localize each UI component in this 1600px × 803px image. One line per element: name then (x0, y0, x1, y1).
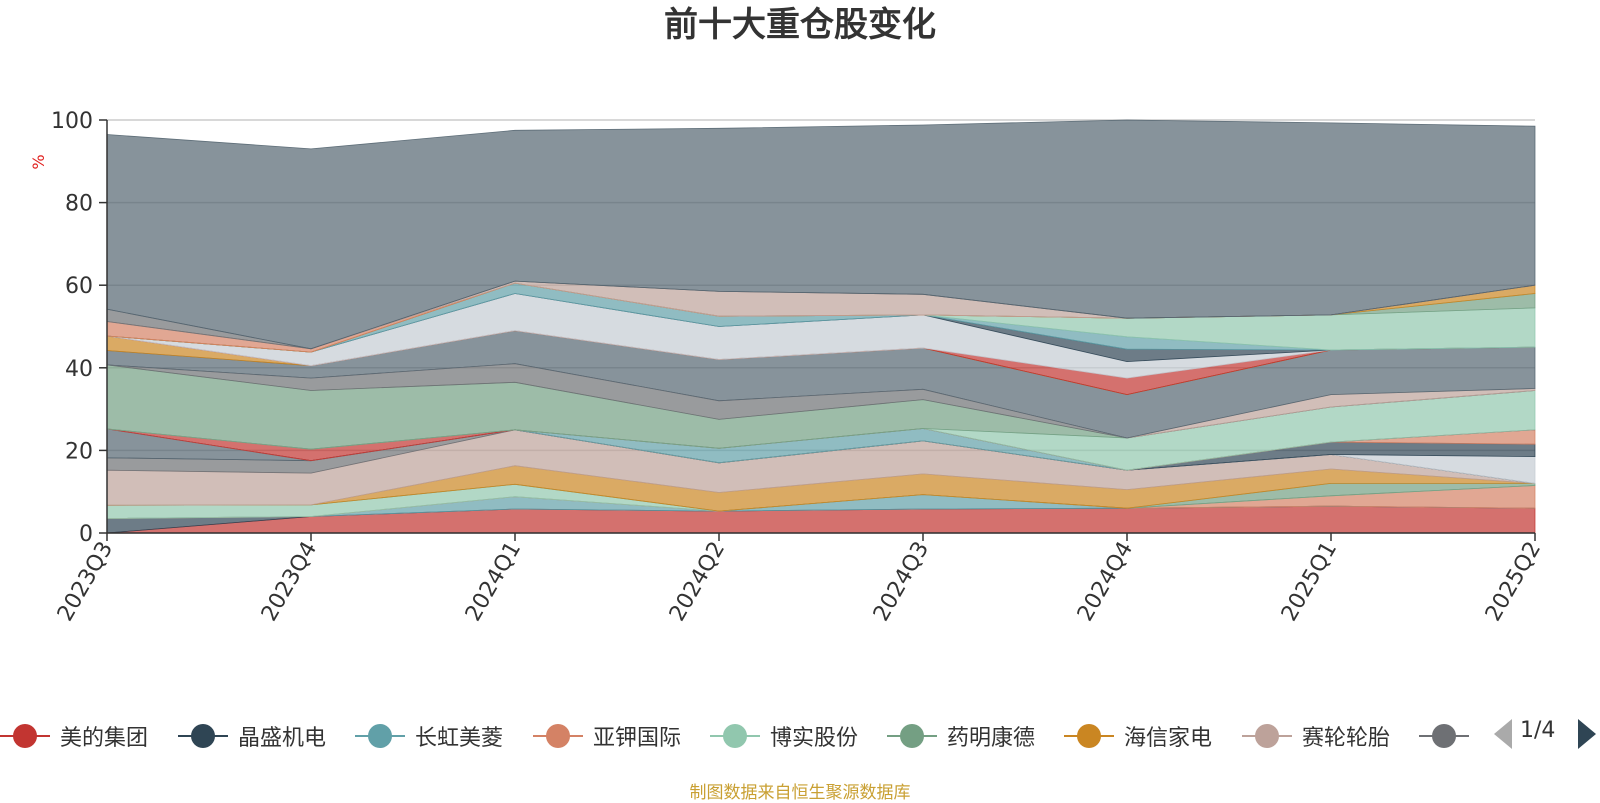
legend-prev-page-icon[interactable] (1494, 719, 1512, 749)
legend-marker-icon (710, 721, 760, 751)
x-tick-label: 2024Q1 (461, 538, 526, 626)
legend-marker-icon (0, 721, 50, 751)
y-tick-label: 40 (65, 357, 93, 382)
legend-label: 药明康德 (947, 726, 1036, 751)
y-tick-label: 0 (79, 522, 93, 547)
legend-page-info: 1/4 (1520, 718, 1556, 743)
y-tick-label: 100 (51, 109, 93, 134)
legend-marker-icon (355, 721, 405, 751)
legend-marker-icon (1064, 721, 1114, 751)
legend-items: 美的集团 晶盛机电 长虹美菱 亚钾国际 博实股份 药明康德 海信家电 赛轮轮胎 (0, 714, 1475, 758)
legend-item[interactable]: 赛轮轮胎 (1242, 714, 1390, 758)
x-tick-label: 2024Q2 (665, 538, 730, 626)
x-tick-label: 2024Q3 (869, 538, 934, 626)
legend-item[interactable]: 亚钾国际 (533, 714, 681, 758)
x-tick-label: 2024Q4 (1073, 538, 1138, 626)
legend-item[interactable]: 药明康德 (887, 714, 1035, 758)
y-tick-label: 80 (65, 192, 93, 217)
x-tick-label: 2023Q4 (257, 538, 322, 626)
legend-next-page-icon[interactable] (1578, 719, 1596, 749)
area-series[interactable] (106, 119, 1536, 534)
legend-item[interactable] (1419, 714, 1475, 758)
legend: 美的集团 晶盛机电 长虹美菱 亚钾国际 博实股份 药明康德 海信家电 赛轮轮胎 1/4 (0, 714, 1600, 758)
legend-item[interactable]: 长虹美菱 (355, 714, 503, 758)
legend-marker-icon (887, 721, 937, 751)
y-tick-label: 20 (65, 439, 93, 464)
legend-marker-icon (533, 721, 583, 751)
chart-plot: 0 20 40 60 80 100 2023Q3 2023Q4 2024Q1 2024Q2 2024… (29, 109, 1546, 626)
chart-title: 前十大重仓股变化 (664, 5, 936, 45)
legend-marker-icon (178, 721, 228, 751)
legend-item[interactable]: 博实股份 (710, 714, 858, 758)
legend-label: 美的集团 (60, 726, 149, 751)
legend-label: 海信家电 (1124, 726, 1213, 751)
x-tick-label: 2025Q2 (1481, 538, 1546, 626)
legend-marker-icon (1242, 721, 1292, 751)
y-axis-label: % (29, 154, 48, 169)
y-tick-label: 60 (65, 274, 93, 299)
x-tick-label: 2023Q3 (53, 538, 118, 626)
legend-label: 晶盛机电 (238, 726, 327, 751)
legend-item[interactable]: 美的集团 (0, 714, 148, 758)
x-tick-label: 2025Q1 (1277, 538, 1342, 626)
legend-item[interactable]: 晶盛机电 (178, 714, 326, 758)
legend-label: 博实股份 (770, 726, 859, 751)
legend-item[interactable]: 海信家电 (1064, 714, 1212, 758)
legend-label: 亚钾国际 (593, 726, 682, 751)
legend-label: 长虹美菱 (415, 726, 504, 751)
source-note: 制图数据来自恒生聚源数据库 (689, 783, 911, 803)
legend-marker-icon (1419, 721, 1469, 751)
area-系列32[interactable] (106, 119, 1536, 350)
legend-label: 赛轮轮胎 (1302, 726, 1391, 751)
